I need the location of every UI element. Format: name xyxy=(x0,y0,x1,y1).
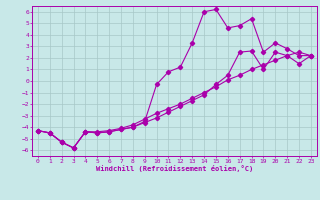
X-axis label: Windchill (Refroidissement éolien,°C): Windchill (Refroidissement éolien,°C) xyxy=(96,165,253,172)
